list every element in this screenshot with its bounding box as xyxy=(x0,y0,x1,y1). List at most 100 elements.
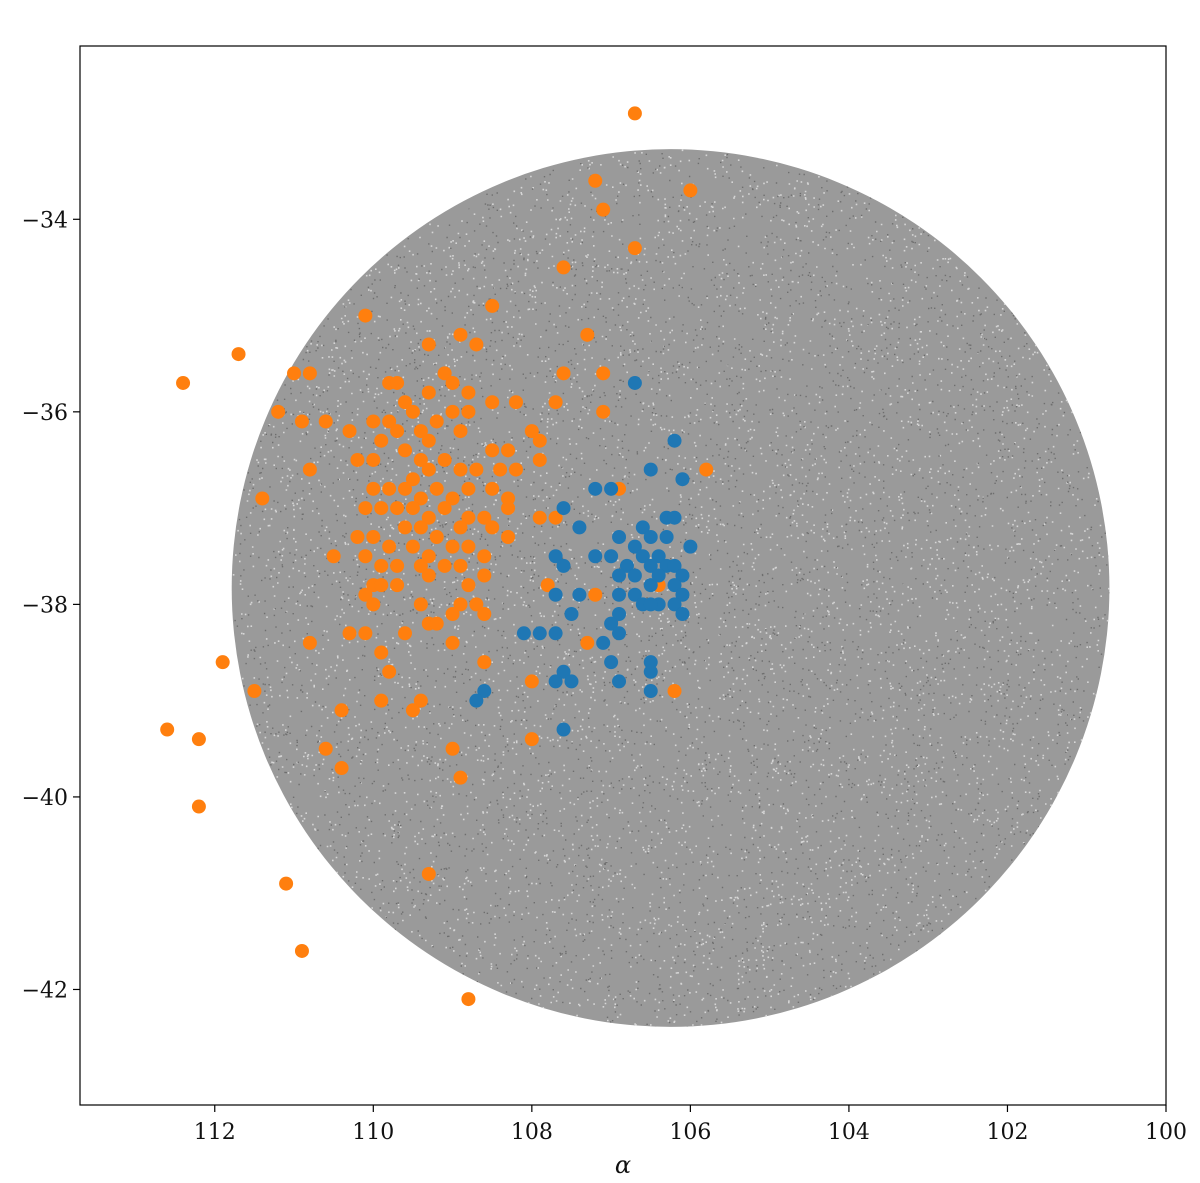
data-point xyxy=(191,732,206,747)
data-point xyxy=(612,626,627,641)
data-point xyxy=(612,587,627,602)
data-point xyxy=(556,558,571,573)
data-point xyxy=(627,568,642,583)
plot-frame xyxy=(79,45,1167,1106)
data-point xyxy=(366,597,381,612)
data-point xyxy=(390,424,405,439)
data-point xyxy=(635,520,650,535)
data-point xyxy=(453,424,468,439)
data-point xyxy=(675,587,690,602)
data-point xyxy=(612,568,627,583)
data-point xyxy=(508,395,523,410)
x-tick-label: 104 xyxy=(828,1120,870,1145)
data-point xyxy=(279,876,294,891)
data-point xyxy=(413,424,428,439)
data-point xyxy=(405,501,420,516)
data-point xyxy=(675,568,690,583)
data-point xyxy=(548,587,563,602)
data-point xyxy=(398,443,413,458)
data-point xyxy=(485,395,500,410)
data-point xyxy=(302,462,317,477)
data-point xyxy=(453,770,468,785)
data-point xyxy=(429,529,444,544)
x-axis-label: α xyxy=(615,1151,631,1179)
data-point xyxy=(556,664,571,679)
data-point xyxy=(643,529,658,544)
data-point xyxy=(516,626,531,641)
data-point xyxy=(390,501,405,516)
data-point xyxy=(596,635,611,650)
data-point xyxy=(651,549,666,564)
data-point xyxy=(350,452,365,467)
series-0 xyxy=(160,106,714,1007)
data-point xyxy=(501,443,516,458)
data-point xyxy=(398,626,413,641)
data-point xyxy=(596,366,611,381)
data-point xyxy=(469,597,484,612)
data-point xyxy=(382,481,397,496)
data-point xyxy=(445,375,460,390)
data-point xyxy=(176,375,191,390)
data-point xyxy=(485,520,500,535)
data-point xyxy=(651,568,666,583)
data-point xyxy=(564,674,579,689)
data-point xyxy=(564,607,579,622)
data-point xyxy=(556,366,571,381)
data-point xyxy=(461,385,476,400)
data-point xyxy=(382,664,397,679)
data-point xyxy=(445,539,460,554)
x-tick-label: 102 xyxy=(986,1120,1028,1145)
data-point xyxy=(334,761,349,776)
series-1 xyxy=(469,375,698,737)
data-point xyxy=(334,703,349,718)
data-point xyxy=(429,481,444,496)
data-point xyxy=(382,414,397,429)
data-point xyxy=(635,549,650,564)
data-point xyxy=(675,607,690,622)
data-point xyxy=(659,529,674,544)
x-tick-label: 110 xyxy=(352,1120,394,1145)
data-point xyxy=(667,433,682,448)
data-point xyxy=(390,578,405,593)
data-point xyxy=(596,404,611,419)
data-point xyxy=(461,481,476,496)
data-point xyxy=(612,607,627,622)
data-point xyxy=(358,587,373,602)
series-layer xyxy=(160,106,714,1007)
data-point xyxy=(627,241,642,256)
data-point xyxy=(643,578,658,593)
data-point xyxy=(532,452,547,467)
data-point xyxy=(477,510,492,525)
data-point xyxy=(627,106,642,121)
data-point xyxy=(287,366,302,381)
data-point xyxy=(604,655,619,670)
data-point xyxy=(437,558,452,573)
data-point xyxy=(643,558,658,573)
data-point xyxy=(302,366,317,381)
data-point xyxy=(477,549,492,564)
data-point xyxy=(469,462,484,477)
data-point xyxy=(453,520,468,535)
data-point xyxy=(374,501,389,516)
data-point xyxy=(604,481,619,496)
data-point xyxy=(421,568,436,583)
data-point xyxy=(366,414,381,429)
data-point xyxy=(667,597,682,612)
data-point xyxy=(421,510,436,525)
data-point xyxy=(413,452,428,467)
data-point xyxy=(342,626,357,641)
data-point xyxy=(588,173,603,188)
data-point xyxy=(643,684,658,699)
data-point xyxy=(437,452,452,467)
data-point xyxy=(524,424,539,439)
data-point xyxy=(627,375,642,390)
data-point xyxy=(398,395,413,410)
data-point xyxy=(255,491,270,506)
y-tick-label: −40 xyxy=(22,786,68,811)
data-point xyxy=(374,693,389,708)
data-point xyxy=(461,578,476,593)
data-point xyxy=(612,674,627,689)
x-axis-ticks: 112 110 108 106 104 102 100 xyxy=(194,1105,1187,1145)
data-point xyxy=(667,510,682,525)
data-point xyxy=(477,607,492,622)
